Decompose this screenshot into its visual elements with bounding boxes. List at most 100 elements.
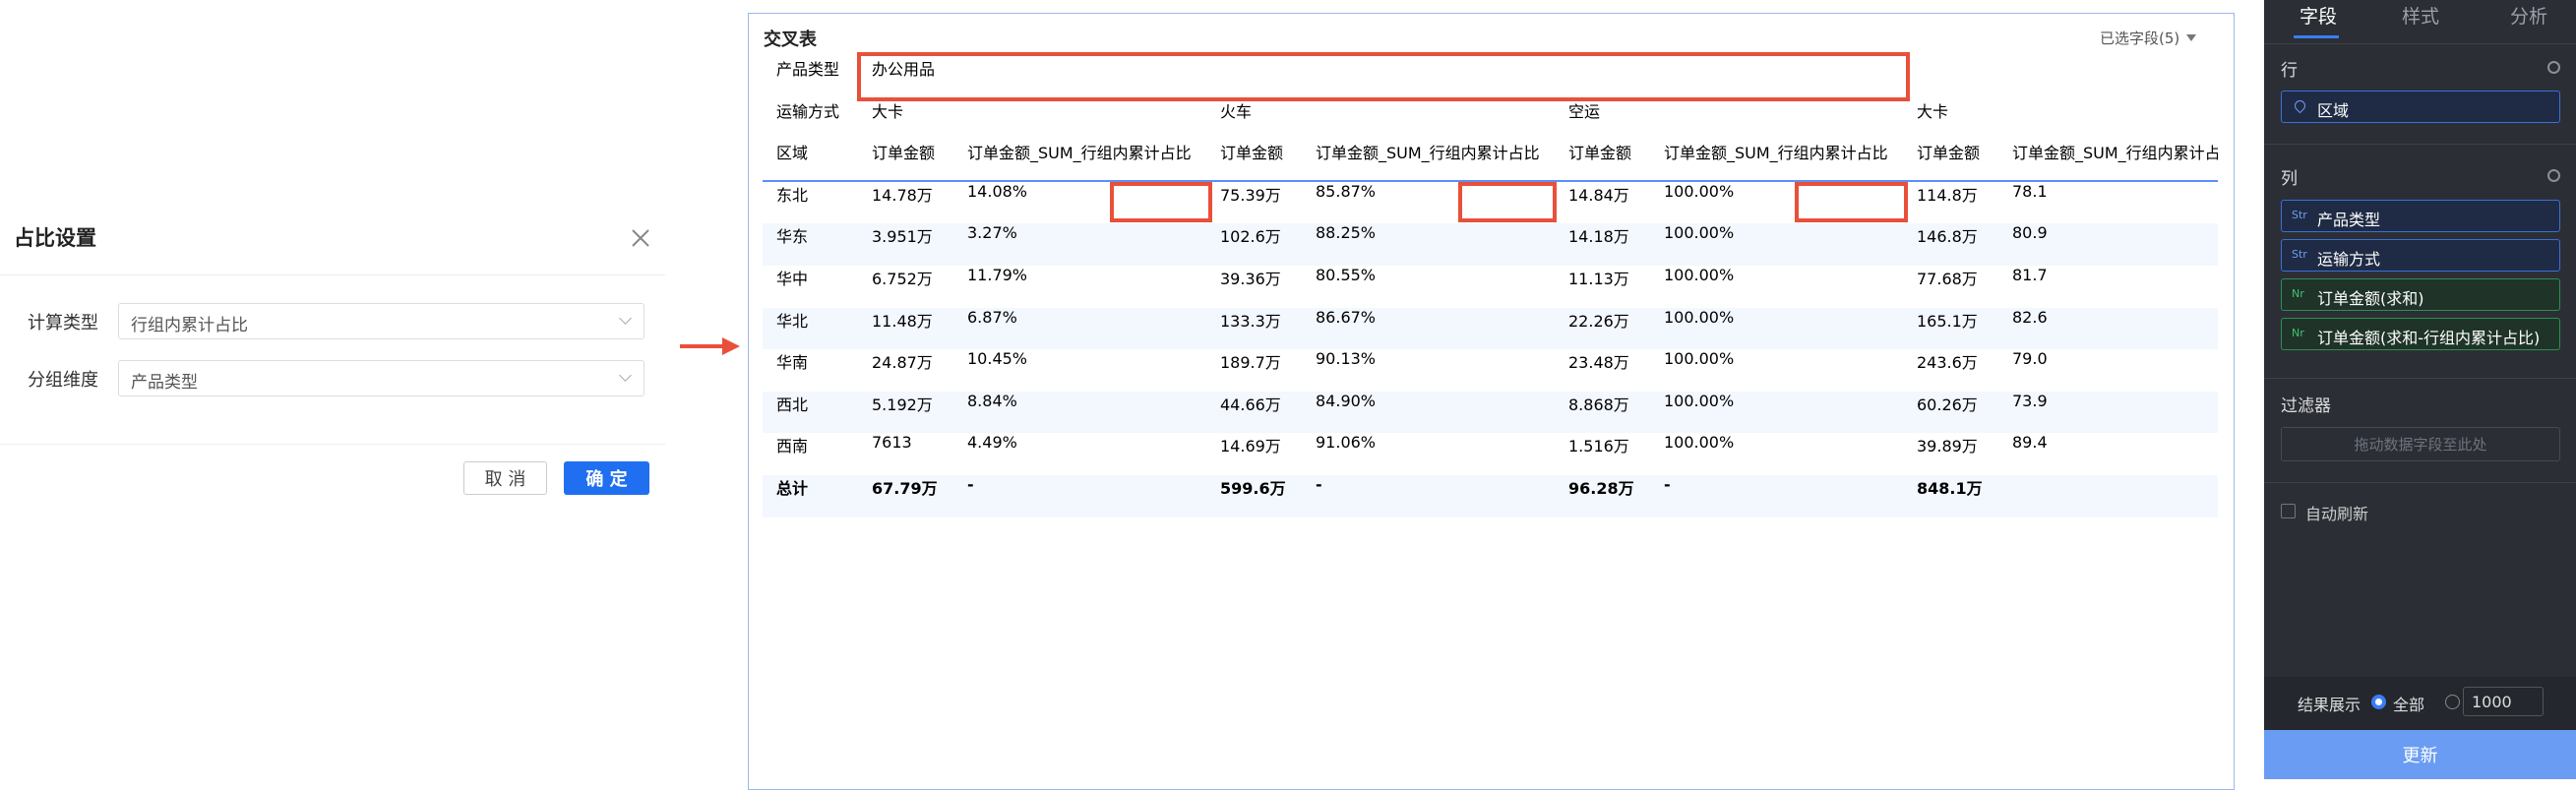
- table-cell: 102.6万: [1206, 223, 1302, 266]
- dropdown-caret: [2186, 34, 2196, 41]
- field-name: 订单金额(求和): [2317, 289, 2424, 308]
- field-chip[interactable]: Nr 订单金额(求和-行组内累计占比): [2281, 318, 2560, 350]
- table-cell: 84.90%: [1302, 391, 1555, 434]
- footer: [2264, 677, 2576, 730]
- checkbox[interactable]: [2281, 504, 2296, 518]
- table-cell: 23.48万: [1568, 353, 1629, 373]
- settings-icon[interactable]: [2547, 169, 2560, 182]
- column-header: 订单金额_SUM_行组内累计占: [1998, 140, 2218, 182]
- table-cell: 100.00%: [1650, 223, 1903, 266]
- divider: [2264, 43, 2576, 44]
- divider: [0, 274, 665, 275]
- table-cell: 189.7万: [1220, 353, 1281, 373]
- field-name: 产品类型: [2317, 211, 2381, 229]
- limit-input[interactable]: 1000: [2463, 687, 2544, 716]
- field-name: 订单金额(求和-行组内累计占比): [2317, 329, 2541, 347]
- section-title: 列: [2281, 169, 2298, 189]
- field-chip[interactable]: Str 产品类型: [2281, 200, 2560, 232]
- table-cell: 78.1: [2012, 181, 2048, 201]
- settings-icon[interactable]: [2547, 61, 2560, 74]
- table-cell: 146.8万: [1903, 223, 1998, 266]
- field-chip[interactable]: Str 运输方式: [2281, 239, 2560, 272]
- column-header: 办公用品: [872, 60, 936, 79]
- row-dim-label: 运输方式: [776, 101, 840, 121]
- row-header: 东北: [776, 185, 809, 205]
- table-cell: 165.1万: [1903, 307, 1998, 350]
- field-chip[interactable]: Nr 订单金额(求和): [2281, 278, 2560, 311]
- table-cell: 100.00%: [1650, 307, 1903, 350]
- update-button[interactable]: 更新: [2264, 730, 2576, 779]
- row-dim-label: 产品类型: [776, 60, 840, 79]
- drop-zone: 拖动数据字段至此处: [2281, 427, 2560, 461]
- tab[interactable]: 分析: [2510, 6, 2548, 28]
- column-header: 订单金额: [858, 140, 953, 182]
- row-header: 华东: [763, 223, 858, 266]
- dialog-title: 占比设置: [14, 226, 96, 250]
- table-cell: 24.87万: [872, 353, 933, 373]
- radio[interactable]: [2445, 695, 2460, 709]
- table-cell: 14.78万: [872, 185, 933, 205]
- row-header: 华北: [763, 307, 858, 350]
- selected-fields[interactable]: 已选字段(5): [2100, 30, 2180, 47]
- table-cell: 599.6万: [1206, 475, 1302, 517]
- table-cell: 5.192万: [858, 391, 953, 434]
- table-cell: 67.79万: [858, 475, 953, 517]
- row-header: 西北: [763, 391, 858, 434]
- column-header: 订单金额_SUM_行组内累计占比: [1650, 140, 1903, 182]
- field-name: 区域: [2317, 101, 2350, 120]
- cancel-button[interactable]: 取 消: [463, 461, 547, 495]
- table-cell: 1.516万: [1568, 437, 1629, 456]
- divider: [2264, 144, 2576, 145]
- column-header: 订单金额: [1555, 140, 1650, 182]
- panel-title: 交叉表: [764, 30, 817, 50]
- checkbox-label: 自动刷新: [2305, 505, 2369, 523]
- table-cell: 100.00%: [1664, 349, 1735, 369]
- sidebar: 字段 样式 分析行区域列 Str 产品类型 Str 运输方式 Nr 订单金额(求和) Nr 订单金额…: [2264, 0, 2576, 779]
- divider: [0, 444, 665, 445]
- field-type: Nr: [2292, 327, 2304, 339]
- field-label: 计算类型: [28, 313, 98, 334]
- column-header: 火车: [1220, 101, 1253, 121]
- table-cell: 7613: [872, 433, 912, 453]
- table-cell: 86.67%: [1302, 307, 1555, 350]
- limit-value: 1000: [2472, 693, 2512, 711]
- row-header: 华南: [776, 353, 809, 373]
- table-cell: 39.36万: [1220, 270, 1281, 288]
- table-cell: 22.26万: [1555, 307, 1650, 350]
- column-header: [1903, 56, 2218, 98]
- radio-selected[interactable]: [2371, 695, 2386, 709]
- table-cell: 133.3万: [1206, 307, 1302, 350]
- table-cell: 91.06%: [1316, 433, 1377, 453]
- tab[interactable]: 样式: [2402, 6, 2440, 28]
- field-chip[interactable]: 区域: [2281, 91, 2560, 123]
- table-cell: -: [1302, 475, 1555, 517]
- table-cell: 79.0: [2012, 349, 2048, 369]
- table-cell: 90.13%: [1316, 349, 1377, 369]
- table-cell: -: [1650, 475, 1903, 517]
- table-cell: 11.79%: [967, 266, 1028, 284]
- table-cell: 4.49%: [967, 433, 1017, 453]
- table-cell: 80.9: [1998, 223, 2218, 266]
- table-cell: 88.25%: [1302, 223, 1555, 266]
- table-cell: 114.8万: [1917, 185, 1978, 205]
- table-cell: 60.26万: [1903, 391, 1998, 434]
- table-cell: 14.18万: [1555, 223, 1650, 266]
- tab[interactable]: 字段: [2300, 6, 2338, 28]
- table-cell: 3.951万: [858, 223, 953, 266]
- field-name: 运输方式: [2317, 250, 2381, 269]
- table-cell: 44.66万: [1206, 391, 1302, 434]
- field-type: Str: [2292, 209, 2307, 221]
- radio-label: 全部: [2393, 696, 2425, 714]
- row-header: 总计: [763, 475, 858, 517]
- table-cell: 100.00%: [1664, 433, 1735, 453]
- table-cell: 11.13万: [1568, 270, 1629, 288]
- column-header: 区域: [763, 140, 858, 182]
- table-cell: 243.6万: [1917, 353, 1978, 373]
- select[interactable]: 产品类型: [118, 360, 644, 396]
- select[interactable]: 行组内累计占比: [118, 303, 644, 339]
- table-cell: 80.55%: [1316, 266, 1377, 284]
- table-cell: 82.6: [1998, 307, 2218, 350]
- ok-button[interactable]: 确 定: [564, 461, 649, 495]
- field-label: 分组维度: [28, 370, 98, 391]
